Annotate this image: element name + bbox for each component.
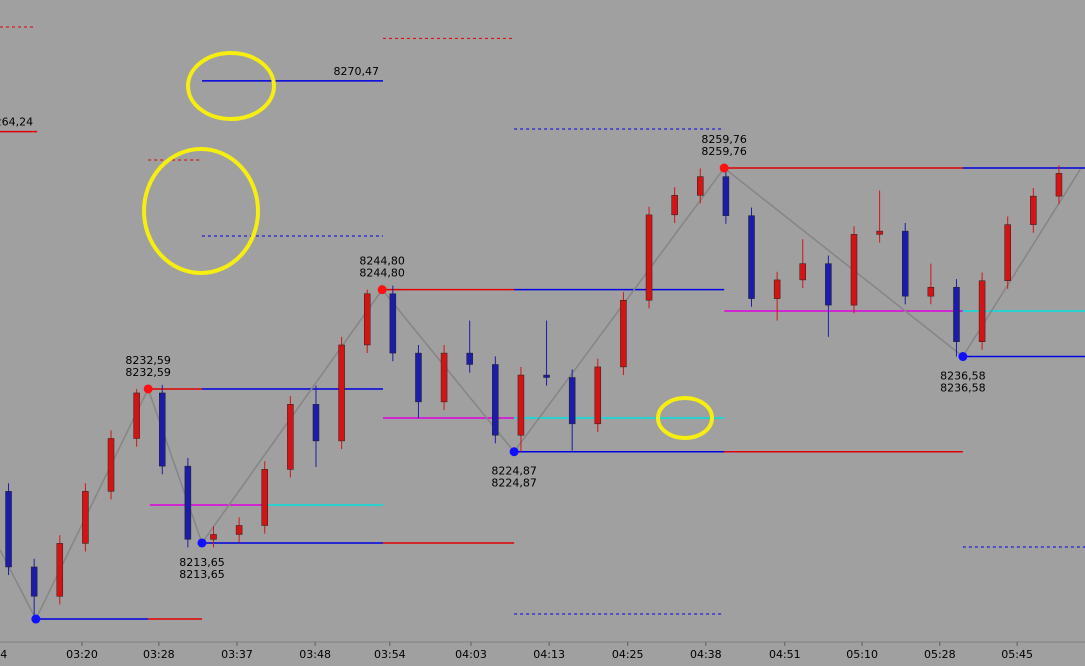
candle-body <box>184 465 192 540</box>
x-tick-label: 05:45 <box>1001 648 1033 661</box>
pivot-label: 8244,80 <box>359 267 405 280</box>
pivot-point <box>377 285 387 295</box>
highlight-circle <box>656 396 714 440</box>
pivot-label: 8224,87 <box>491 477 537 490</box>
candle-body <box>568 377 576 425</box>
annotations <box>142 51 714 440</box>
candle-body <box>56 543 64 597</box>
candle-body <box>492 364 499 436</box>
pivot-label: 8236,58 <box>940 370 986 383</box>
candle-body <box>645 214 653 301</box>
candle-body <box>978 280 986 342</box>
candle-body <box>1030 195 1037 225</box>
level-label: 8270,47 <box>334 65 380 78</box>
candle-body <box>799 263 807 281</box>
candle-body <box>210 534 217 540</box>
x-tick-label: 03:48 <box>299 648 331 661</box>
pivot-label: 8232,59 <box>125 366 171 379</box>
candle-body <box>722 176 730 216</box>
candle-body <box>159 392 166 467</box>
x-tick-label: 05:28 <box>924 648 956 661</box>
pivot-point <box>958 352 968 362</box>
pivot-point <box>197 538 207 548</box>
pivot-label: 8232,59 <box>125 354 171 367</box>
candle-body <box>312 404 320 442</box>
candle-body <box>543 374 550 378</box>
candle-body <box>620 299 627 368</box>
candle-body <box>517 374 525 436</box>
pivot-label: 8259,76 <box>701 145 747 158</box>
candle-body <box>953 286 960 342</box>
candle-body <box>1004 224 1011 281</box>
highlight-circle <box>186 51 276 121</box>
pivot-point <box>719 163 729 173</box>
x-tick-label: 04:03 <box>455 648 487 661</box>
x-tick-label: 03:37 <box>221 648 253 661</box>
pivot-point <box>143 384 153 394</box>
pivot-label: 8224,87 <box>491 465 537 478</box>
candle-body <box>901 230 909 297</box>
x-tick-label: 04:13 <box>533 648 565 661</box>
pivot-point <box>31 614 41 624</box>
candle-body <box>415 352 422 403</box>
x-tick-label: 04:38 <box>690 648 722 661</box>
candle-body <box>850 234 858 306</box>
candle-body <box>5 491 12 568</box>
candle-body <box>671 195 678 216</box>
candle-body <box>261 469 268 526</box>
candle-body <box>440 352 448 403</box>
candle-body <box>466 352 473 365</box>
candle-body <box>697 176 704 196</box>
highlight-circle <box>142 147 260 275</box>
candle-body <box>363 293 371 346</box>
x-tick-label: 05:10 <box>846 648 878 661</box>
candle-body <box>389 293 397 354</box>
candle-body <box>82 491 89 544</box>
pivot-label: 8236,58 <box>940 382 986 395</box>
candle-body <box>235 525 243 535</box>
candle-body <box>927 286 935 297</box>
x-tick-label: 03:28 <box>143 648 175 661</box>
x-tick-label: 04:25 <box>612 648 644 661</box>
candle-body <box>133 392 140 439</box>
pivot-label: 8213,65 <box>179 568 225 581</box>
candle-body <box>1055 173 1063 197</box>
level-label: 8264,24 <box>0 116 33 129</box>
candle-body <box>748 215 755 299</box>
candle-body <box>338 344 345 442</box>
candle-body <box>825 263 832 306</box>
x-tick-label: 03:54 <box>374 648 406 661</box>
candle-body <box>594 366 602 425</box>
candle-body <box>107 438 115 492</box>
pivot-label: 8259,76 <box>701 133 747 146</box>
x-tick-label: 03:14 <box>0 648 7 661</box>
candle-body <box>773 279 781 299</box>
candle-body <box>876 230 883 235</box>
pivot-label: 8213,65 <box>179 556 225 569</box>
candle-body <box>30 566 38 597</box>
candle-body <box>287 404 294 470</box>
x-tick-label: 03:20 <box>66 648 98 661</box>
pivot-point <box>509 447 519 457</box>
x-tick-label: 04:51 <box>769 648 801 661</box>
pivot-label: 8244,80 <box>359 255 405 268</box>
